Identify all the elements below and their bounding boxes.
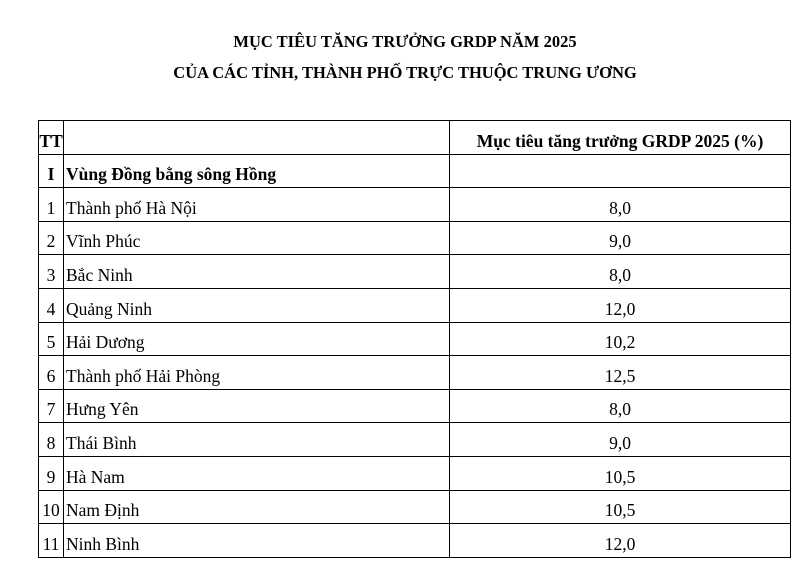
province-name: Nam Định bbox=[63, 489, 450, 525]
growth-target: 8,0 bbox=[449, 254, 791, 289]
growth-target: 10,5 bbox=[449, 489, 791, 525]
growth-target: 9,0 bbox=[449, 422, 791, 457]
data-row: 4 Quảng Ninh 12,0 bbox=[38, 287, 791, 323]
row-number: 5 bbox=[38, 321, 64, 357]
data-row: 2 Vĩnh Phúc 9,0 bbox=[38, 220, 791, 256]
row-number: 10 bbox=[38, 489, 64, 525]
header-cell bbox=[63, 120, 450, 155]
data-row: 11 Ninh Bình 12,0 bbox=[38, 523, 791, 558]
data-row: 1 Thành phố Hà Nội 8,0 bbox=[38, 187, 791, 222]
row-number: I bbox=[38, 153, 64, 189]
empty-cell bbox=[449, 153, 791, 189]
data-row: 8 Thái Bình 9,0 bbox=[38, 422, 791, 457]
province-name: Thái Bình bbox=[63, 422, 450, 457]
data-row: 9 Hà Nam 10,5 bbox=[38, 455, 791, 491]
province-name: Thành phố Hà Nội bbox=[63, 187, 450, 222]
province-name: Hưng Yên bbox=[63, 388, 450, 424]
growth-target: 12,5 bbox=[449, 355, 791, 390]
row-number: 4 bbox=[38, 287, 64, 323]
province-name: Bắc Ninh bbox=[63, 254, 450, 289]
title-line: CỦA CÁC TỈNH, THÀNH PHỐ TRỰC THUỘC TRUNG… bbox=[173, 63, 637, 82]
header-row: TT Mục tiêu tăng trưởng GRDP 2025 (%) bbox=[38, 120, 791, 155]
province-name: Hải Dương bbox=[63, 321, 450, 357]
growth-target: 12,0 bbox=[449, 523, 791, 558]
growth-target: 8,0 bbox=[449, 388, 791, 424]
row-number: 9 bbox=[38, 455, 64, 491]
row-number: 6 bbox=[38, 355, 64, 390]
province-name: Vĩnh Phúc bbox=[63, 220, 450, 256]
data-row: 5 Hải Dương 10,2 bbox=[38, 321, 791, 357]
header-cell: Mục tiêu tăng trưởng GRDP 2025 (%) bbox=[449, 120, 791, 155]
row-number: 11 bbox=[38, 523, 64, 558]
data-row: 7 Hưng Yên 8,0 bbox=[38, 388, 791, 424]
data-row: 10 Nam Định 10,5 bbox=[38, 489, 791, 525]
growth-target: 8,0 bbox=[449, 187, 791, 222]
row-number: 3 bbox=[38, 254, 64, 289]
province-name: Hà Nam bbox=[63, 455, 450, 491]
growth-target: 12,0 bbox=[449, 287, 791, 323]
row-number: 8 bbox=[38, 422, 64, 457]
growth-target: 9,0 bbox=[449, 220, 791, 256]
row-number: 1 bbox=[38, 187, 64, 222]
title-line: MỤC TIÊU TĂNG TRƯỞNG GRDP NĂM 2025 bbox=[233, 32, 577, 51]
row-number: 7 bbox=[38, 388, 64, 424]
province-name: Thành phố Hải Phòng bbox=[63, 355, 450, 390]
province-name: Vùng Đồng bằng sông Hồng bbox=[63, 153, 450, 189]
data-row: 6 Thành phố Hải Phòng 12,5 bbox=[38, 355, 791, 390]
group-row: I Vùng Đồng bằng sông Hồng bbox=[38, 153, 791, 189]
growth-target: 10,2 bbox=[449, 321, 791, 357]
header-cell: TT bbox=[38, 120, 64, 155]
target-table: TT Mục tiêu tăng trưởng GRDP 2025 (%) I Vùn… bbox=[38, 120, 791, 558]
data-row: 3 Bắc Ninh 8,0 bbox=[38, 254, 791, 289]
province-name: Quảng Ninh bbox=[63, 287, 450, 323]
growth-target: 10,5 bbox=[449, 455, 791, 491]
province-name: Ninh Bình bbox=[63, 523, 450, 558]
row-number: 2 bbox=[38, 220, 64, 256]
